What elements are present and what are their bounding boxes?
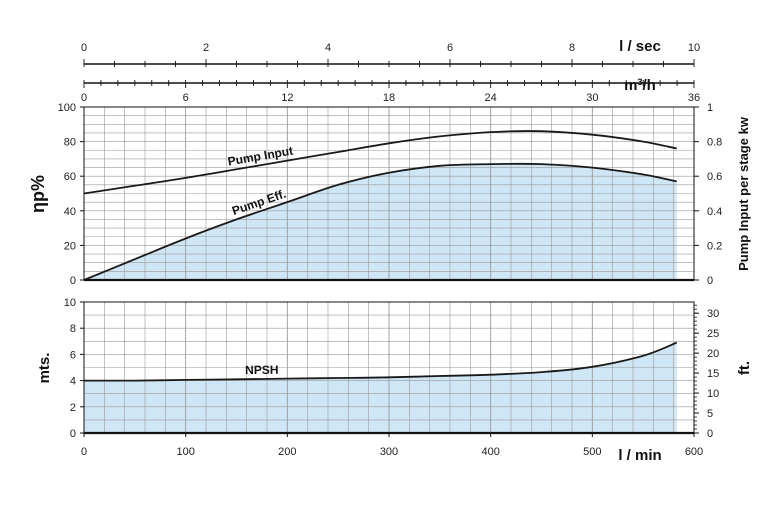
top-tick-label: 6 xyxy=(183,92,189,104)
y-tick-label: 60 xyxy=(64,171,76,183)
y2-tick-label: 25 xyxy=(707,328,719,340)
x-tick-label: 100 xyxy=(176,446,194,458)
y2-tick-label: 5 xyxy=(707,408,713,420)
x-tick-label: 200 xyxy=(278,446,296,458)
y2-tick-label: 0.2 xyxy=(707,240,722,252)
flow-lmin-axis-label: l / min xyxy=(618,447,661,464)
curve-label: NPSH xyxy=(245,363,279,377)
x-tick-label: 600 xyxy=(685,446,703,458)
x-tick-label: 0 xyxy=(81,446,87,458)
y2-tick-label: 0 xyxy=(707,428,713,440)
series-fill-1 xyxy=(84,163,677,280)
y-tick-label: 100 xyxy=(58,102,76,114)
y-tick-label: 0 xyxy=(70,275,76,287)
top-tick-label: 2 xyxy=(203,42,209,54)
y2-tick-label: 1 xyxy=(707,102,713,114)
top-tick-label: 12 xyxy=(281,92,293,104)
efficiency-axis-label: ηp% xyxy=(28,175,48,213)
series-fill-0 xyxy=(84,342,677,433)
y-tick-label: 4 xyxy=(70,376,76,388)
top-tick-label: 30 xyxy=(586,92,598,104)
y-tick-label: 10 xyxy=(64,297,76,309)
top-tick-label: 0 xyxy=(81,42,87,54)
series-line-1 xyxy=(83,162,677,281)
x-tick-label: 500 xyxy=(583,446,601,458)
top-tick-label: 0 xyxy=(81,92,87,104)
y-tick-label: 20 xyxy=(64,240,76,252)
y-tick-label: 80 xyxy=(64,137,76,149)
npsh-feet-axis-label: ft. xyxy=(736,361,753,375)
y-tick-label: 8 xyxy=(70,323,76,335)
top-tick-label: 6 xyxy=(447,42,453,54)
y2-tick-label: 20 xyxy=(707,348,719,360)
y2-tick-label: 0.6 xyxy=(707,171,722,183)
y-tick-label: 0 xyxy=(70,428,76,440)
top-tick-label: 4 xyxy=(325,42,331,54)
y2-tick-label: 15 xyxy=(707,368,719,380)
y2-tick-label: 10 xyxy=(707,388,719,400)
y-tick-label: 2 xyxy=(70,402,76,414)
series-line-0 xyxy=(83,341,678,382)
top-tick-label: 24 xyxy=(485,92,497,104)
x-tick-label: 300 xyxy=(380,446,398,458)
top-tick-label: 18 xyxy=(383,92,395,104)
y-tick-label: 40 xyxy=(64,206,76,218)
x-tick-label: 400 xyxy=(481,446,499,458)
npsh-meters-axis-label: mts. xyxy=(36,353,53,384)
unit-label-lsec: l / sec xyxy=(619,38,661,55)
y2-tick-label: 30 xyxy=(707,308,719,320)
top-tick-label: 36 xyxy=(688,92,700,104)
unit-label-m3h: m3/h xyxy=(624,77,656,94)
pump-input-axis-label: Pump Input per stage kw xyxy=(736,116,751,271)
series-line-0 xyxy=(83,130,677,195)
top-tick-label: 8 xyxy=(569,42,575,54)
y-tick-label: 6 xyxy=(70,349,76,361)
y2-tick-label: 0.4 xyxy=(707,206,722,218)
y2-tick-label: 0 xyxy=(707,275,713,287)
top-tick-label: 10 xyxy=(688,42,700,54)
y2-tick-label: 0.8 xyxy=(707,137,722,149)
